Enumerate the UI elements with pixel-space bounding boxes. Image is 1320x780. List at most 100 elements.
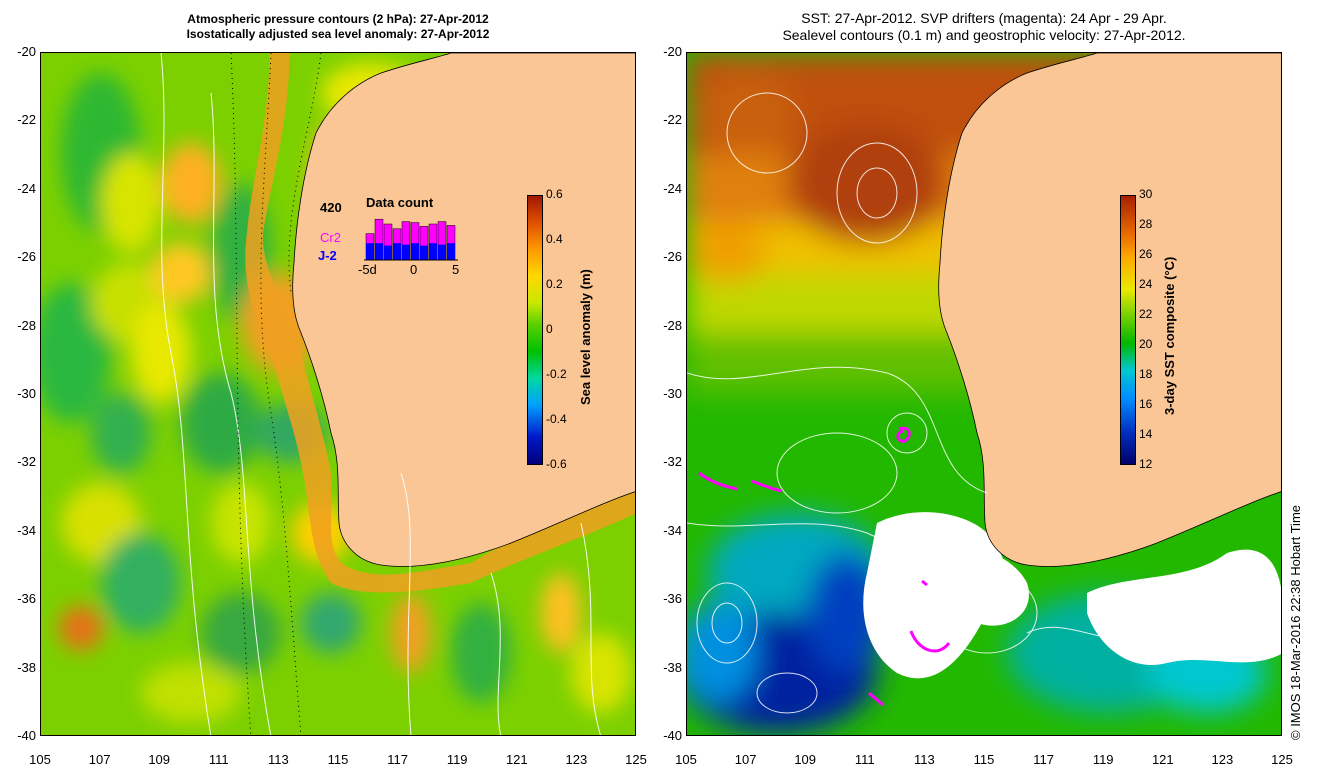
sst-colorbar-tick: 26 xyxy=(1139,247,1153,261)
left-x-tick-label: 115 xyxy=(327,752,349,767)
sst-map xyxy=(686,52,1282,736)
data-count-max: 420 xyxy=(320,200,342,215)
histogram-bar-j2 xyxy=(429,243,437,260)
histogram-axis-end: 5 xyxy=(452,262,460,277)
anomaly-field xyxy=(41,63,631,723)
histogram-bar-j2 xyxy=(447,243,455,260)
right-x-tick-label: 115 xyxy=(973,752,995,767)
left-y-tick-label: -26 xyxy=(17,249,36,265)
right-x-tick-label: 105 xyxy=(675,752,697,767)
sst-colorbar-tick: 18 xyxy=(1139,367,1153,381)
histogram-bar-j2 xyxy=(393,243,401,260)
left-x-tick-label: 125 xyxy=(625,752,647,767)
left-y-tick-label: -24 xyxy=(17,180,36,196)
cloud-mask xyxy=(863,512,1281,679)
sea-level-anomaly-map-graphic xyxy=(41,53,635,735)
svp-drifter-tracks xyxy=(698,426,951,707)
right-y-tick-label: -24 xyxy=(663,180,682,196)
left-x-tick-label: 105 xyxy=(29,752,51,767)
left-x-tick-label: 111 xyxy=(208,752,229,767)
sea-level-colorbar-tick: 0.4 xyxy=(546,232,563,246)
right-title-line1: SST: 27-Apr-2012. SVP drifters (magenta)… xyxy=(801,10,1167,26)
sst-colorbar-tick: 14 xyxy=(1139,427,1153,441)
sst-colorbar-tick: 12 xyxy=(1139,457,1153,471)
left-y-tick-label: -22 xyxy=(17,112,36,128)
satellite-cryosat2-label: Cr2 xyxy=(320,230,341,245)
left-y-tick-label: -30 xyxy=(17,386,36,401)
histogram-bar-j2 xyxy=(438,244,446,260)
left-x-tick-label: 117 xyxy=(387,752,408,767)
sst-colorbar-tick: 28 xyxy=(1139,217,1153,231)
sea-level-colorbar-tick: 0 xyxy=(546,322,553,336)
left-y-tick-label: -20 xyxy=(17,44,36,59)
right-y-tick-label: -20 xyxy=(663,44,682,59)
right-x-tick-label: 125 xyxy=(1271,752,1293,767)
data-count-histogram xyxy=(364,218,458,261)
sst-colorbar-tick: 24 xyxy=(1139,277,1153,291)
pressure-dotted-contours xyxy=(230,53,322,735)
left-x-tick-label: 121 xyxy=(505,752,528,767)
satellite-jason2-label: J-2 xyxy=(318,248,337,263)
right-y-tick-label: -28 xyxy=(663,317,682,333)
sea-level-contours xyxy=(687,92,1281,714)
histogram-axis-zero: 0 xyxy=(410,262,418,277)
right-x-tick-label: 121 xyxy=(1151,752,1174,767)
right-x-tick-label: 113 xyxy=(914,752,935,767)
sst-colorbar-label: 3-day SST composite (°C) xyxy=(1162,256,1177,415)
sst-colorbar-tick: 22 xyxy=(1139,307,1153,321)
left-title-line1: Atmospheric pressure contours (2 hPa): 2… xyxy=(187,12,489,26)
right-map-title: SST: 27-Apr-2012. SVP drifters (magenta)… xyxy=(686,10,1282,44)
imos-credit: © IMOS 18-Mar-2016 22:38 Hobart Time xyxy=(1288,504,1303,740)
left-y-tick-label: -36 xyxy=(17,591,36,607)
right-y-tick-label: -36 xyxy=(663,591,682,607)
pressure-contours xyxy=(160,53,601,735)
right-y-tick-label: -30 xyxy=(663,386,682,401)
coastal-anomaly-band xyxy=(245,53,635,593)
histogram-bar-j2 xyxy=(366,243,374,260)
histogram-bar-j2 xyxy=(384,245,392,260)
left-x-tick-label: 123 xyxy=(565,752,588,767)
sst-colorbar-tick: 20 xyxy=(1139,337,1153,351)
left-y-tick-label: -40 xyxy=(17,728,36,743)
right-x-tick-label: 107 xyxy=(734,752,757,767)
right-y-tick-label: -38 xyxy=(663,659,682,675)
histogram-bar-j2 xyxy=(375,243,383,260)
left-map-title: Atmospheric pressure contours (2 hPa): 2… xyxy=(40,12,636,42)
left-y-tick-label: -32 xyxy=(17,454,36,470)
right-y-tick-label: -32 xyxy=(663,454,682,470)
australia-landmass xyxy=(938,53,1281,567)
right-y-tick-label: -34 xyxy=(663,522,682,538)
sea-level-colorbar-tick: 0.6 xyxy=(546,187,563,201)
sea-level-colorbar-tick: -0.4 xyxy=(546,412,567,426)
sst-colorbar-tick: 16 xyxy=(1139,397,1153,411)
right-x-tick-label: 123 xyxy=(1211,752,1234,767)
right-y-tick-label: -26 xyxy=(663,249,682,265)
sea-level-colorbar-tick: -0.2 xyxy=(546,367,567,381)
histogram-axis-start: -5d xyxy=(358,262,377,277)
sst-colorbar-tick: 30 xyxy=(1139,187,1153,201)
sea-level-colorbar-label: Sea level anomaly (m) xyxy=(578,269,593,405)
left-x-tick-label: 119 xyxy=(446,752,468,767)
right-title-line2: Sealevel contours (0.1 m) and geostrophi… xyxy=(782,27,1186,43)
sea-level-anomaly-map xyxy=(40,52,636,736)
data-count-title: Data count xyxy=(366,195,434,210)
right-y-tick-label: -40 xyxy=(663,728,682,743)
left-x-tick-label: 109 xyxy=(148,752,171,767)
right-x-tick-label: 117 xyxy=(1033,752,1054,767)
sst-map-graphic xyxy=(687,53,1281,735)
sea-level-colorbar-tick: 0.2 xyxy=(546,277,563,291)
sst-colorbar xyxy=(1120,195,1136,465)
left-y-tick-label: -34 xyxy=(17,522,36,538)
left-y-tick-label: -28 xyxy=(17,317,36,333)
left-title-line2: Isostatically adjusted sea level anomaly… xyxy=(186,27,490,41)
left-y-tick-label: -38 xyxy=(17,659,36,675)
sea-level-colorbar-tick: -0.6 xyxy=(546,457,567,471)
right-x-tick-label: 119 xyxy=(1092,752,1114,767)
histogram-bar-j2 xyxy=(411,243,419,260)
sea-level-colorbar xyxy=(527,195,543,465)
right-x-tick-label: 109 xyxy=(794,752,817,767)
left-x-tick-label: 107 xyxy=(88,752,111,767)
australia-landmass xyxy=(292,53,635,567)
right-x-tick-label: 111 xyxy=(854,752,875,767)
left-x-tick-label: 113 xyxy=(268,752,289,767)
